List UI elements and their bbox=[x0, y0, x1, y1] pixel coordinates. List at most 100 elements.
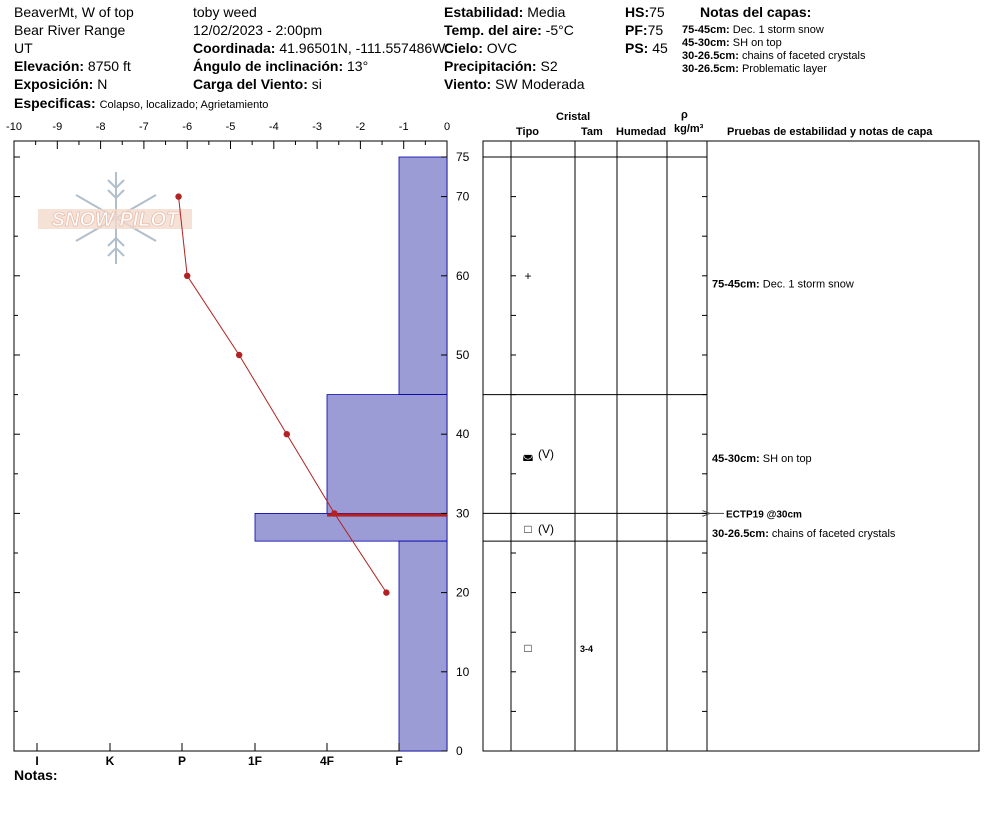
temp-tick-label: -4 bbox=[269, 121, 279, 133]
temperature-axis: -10 -9 -8 -7 -6 -5 -4 -3 -2 -1 0 bbox=[6, 121, 450, 149]
hardness-bar bbox=[326, 394, 448, 514]
coord-value: 41.96501N, -111.557486W bbox=[279, 40, 446, 56]
stability-note-text: Dec. 1 storm snow bbox=[760, 279, 854, 291]
elevation-value: 8750 ft bbox=[87, 58, 131, 74]
temp-point bbox=[383, 589, 390, 596]
temp-tick-label: -5 bbox=[226, 121, 236, 133]
col-tests: Pruebas de estabilidad y notas de capa bbox=[727, 126, 933, 138]
problematic-layer bbox=[327, 513, 447, 517]
crystal-symbol: + bbox=[524, 269, 531, 283]
crystal-symbol: □ bbox=[524, 641, 531, 655]
slope-value: 13° bbox=[347, 58, 369, 74]
layer-note-text: SH on top bbox=[732, 37, 782, 49]
layer-note-text: chains of faceted crystals bbox=[741, 50, 866, 62]
depth-tick-label: 50 bbox=[456, 348, 470, 362]
coordinates: Coordinada: 41.96501N, -111.557486W bbox=[193, 40, 445, 56]
wind-value: SW Moderada bbox=[495, 76, 585, 92]
depth-tick-label: 20 bbox=[456, 586, 470, 600]
aspect-value: N bbox=[97, 76, 108, 92]
location-name: BeaverMt, W of top bbox=[14, 4, 134, 20]
wind-load-label: Carga del Viento: bbox=[193, 76, 308, 92]
depth-tick-label: 40 bbox=[456, 427, 470, 441]
hardness-bar bbox=[398, 156, 448, 396]
stability-note: 45-30cm: SH on top bbox=[712, 453, 812, 465]
hardness-tick-label: K bbox=[106, 754, 115, 768]
state-name: UT bbox=[14, 40, 33, 56]
wind: Viento: SW Moderada bbox=[444, 76, 585, 92]
col-type: Tipo bbox=[516, 126, 540, 138]
col-density-unit: kg/m³ bbox=[674, 123, 704, 135]
notes-label: Notas: bbox=[14, 767, 58, 783]
penetration-foot: PF:75 bbox=[625, 22, 663, 38]
table-frame bbox=[482, 140, 980, 752]
temp-tick-label: -7 bbox=[139, 121, 149, 133]
range-name: Bear River Range bbox=[14, 22, 126, 38]
stability-note: 30-26.5cm: chains of faceted crystals bbox=[712, 528, 896, 540]
hs-value: 75 bbox=[649, 4, 665, 20]
temperature-profile bbox=[175, 193, 390, 596]
temp-point bbox=[175, 193, 182, 200]
pf-label: PF: bbox=[625, 22, 648, 38]
hs-label: HS: bbox=[625, 4, 650, 20]
precipitation: Precipitación: S2 bbox=[444, 58, 558, 74]
depth-tick-label: 75 bbox=[456, 150, 470, 164]
aspect: Exposición: N bbox=[14, 76, 107, 92]
crystal-form: (V) bbox=[538, 522, 554, 536]
hardness-tick-label: F bbox=[395, 754, 402, 768]
ps-label: PS: bbox=[625, 40, 649, 56]
depth-tick-label: 30 bbox=[456, 506, 470, 520]
stability-note-text: SH on top bbox=[760, 453, 812, 465]
table-depth-ticks bbox=[511, 156, 707, 712]
logo-text: SNOW PILOT bbox=[52, 209, 180, 231]
layer-note: 30-26.5cm: chains of faceted crystals bbox=[682, 50, 865, 63]
sky: Cielo: OVC bbox=[444, 40, 517, 56]
aspect-label: Exposición: bbox=[14, 76, 94, 92]
col-moisture: Humedad bbox=[616, 126, 667, 138]
wind-load: Carga del Viento: si bbox=[193, 76, 322, 92]
precip-label: Precipitación: bbox=[444, 58, 537, 74]
specifics-value: Colapso, localizado; Agrietamiento bbox=[99, 99, 269, 111]
coord-label: Coordinada: bbox=[193, 40, 276, 56]
hardness-bar bbox=[254, 513, 448, 542]
temp-tick-label: -9 bbox=[52, 121, 62, 133]
depth-tick-label: 0 bbox=[456, 744, 463, 758]
temp-tick-label: -10 bbox=[6, 121, 22, 133]
col-rho: ρ bbox=[681, 109, 688, 121]
layer-note-range: 75-45cm: bbox=[682, 24, 730, 36]
crystal-symbol: □ bbox=[524, 522, 531, 536]
col-crystal: Cristal bbox=[556, 111, 591, 123]
layer-note: 30-26.5cm: Problematic layer bbox=[682, 63, 827, 76]
elevation: Elevación: 8750 ft bbox=[14, 58, 131, 74]
layer-note-text: Problematic layer bbox=[741, 63, 827, 75]
temp-point bbox=[235, 351, 243, 359]
problematic-layer-bar bbox=[327, 513, 447, 517]
hardness-bar bbox=[398, 540, 448, 752]
temp-point bbox=[184, 272, 191, 279]
stability-note: 75-45cm: Dec. 1 storm snow bbox=[712, 279, 854, 291]
layer-note-range: 30-26.5cm: bbox=[682, 50, 739, 62]
hardness-layers bbox=[254, 156, 448, 752]
wind-label: Viento: bbox=[444, 76, 492, 92]
ps-value: 45 bbox=[652, 40, 668, 56]
stability: Estabilidad: Media bbox=[444, 4, 565, 20]
temp-tick-label: -6 bbox=[182, 121, 192, 133]
crystal-rows: + ◛ (V) □ (V) □ 3-4 bbox=[522, 269, 593, 655]
stability-label: Estabilidad: bbox=[444, 4, 524, 20]
hardness-tick-label: P bbox=[178, 754, 186, 768]
snow-height: HS:75 bbox=[625, 4, 665, 20]
wind-load-value: si bbox=[311, 76, 322, 92]
temp-point bbox=[283, 431, 290, 438]
sky-value: OVC bbox=[486, 40, 518, 56]
layer-boundaries bbox=[483, 156, 707, 542]
stability-note-range: 45-30cm: bbox=[712, 453, 760, 465]
depth-tick-label: 10 bbox=[456, 665, 470, 679]
temp-tick-label: 0 bbox=[444, 121, 450, 133]
depth-tick-label: 60 bbox=[456, 269, 470, 283]
elevation-label: Elevación: bbox=[14, 58, 85, 74]
depth-axis: 0 10 20 30 40 50 60 70 75 bbox=[14, 150, 470, 758]
test-result: ECTP19 @30cm bbox=[710, 509, 802, 520]
specifics-label: Especificas: bbox=[14, 95, 96, 111]
sky-label: Cielo: bbox=[444, 40, 483, 56]
observer: toby weed bbox=[193, 4, 257, 20]
pf-value: 75 bbox=[647, 22, 664, 38]
